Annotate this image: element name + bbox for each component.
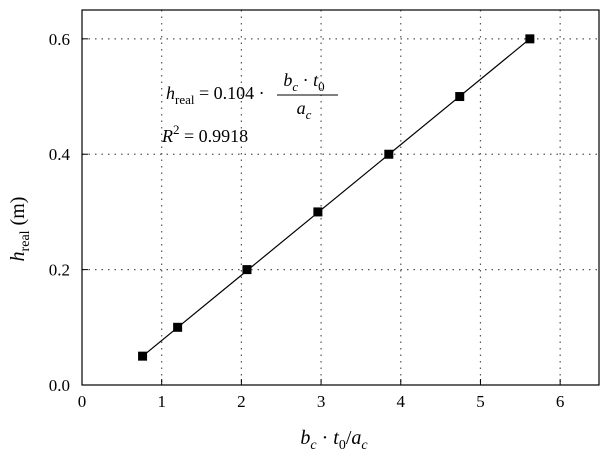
fit-line — [142, 38, 531, 357]
x-tick-label: 5 — [476, 392, 485, 411]
x-tick-label: 3 — [317, 392, 326, 411]
y-tick-label: 0.4 — [49, 145, 71, 164]
y-tick-label: 0.2 — [49, 261, 70, 280]
svg-text:hreal = 0.104 ·: hreal = 0.104 · — [166, 83, 265, 107]
grid-lines — [82, 10, 600, 385]
data-points — [138, 34, 535, 361]
y-tick-label: 0.0 — [49, 376, 70, 395]
data-point — [455, 92, 465, 102]
regression-equation: hreal = 0.104 · bc · t0 ac — [166, 70, 338, 122]
r-squared-annotation: R2 = 0.9918 — [161, 122, 248, 146]
y-axis-label: hreal (m) — [7, 197, 33, 262]
equation-numerator: bc · t0 — [283, 70, 324, 94]
fit-line-group — [142, 38, 531, 357]
data-point — [138, 351, 148, 361]
data-point — [242, 265, 252, 275]
data-point — [525, 34, 535, 44]
x-tick-label: 6 — [556, 392, 565, 411]
x-axis-label: bc · t0/ac — [300, 427, 368, 453]
y-tick-label: 0.6 — [49, 30, 70, 49]
axis-ticks: 0 1 2 3 4 5 6 0.0 0.2 0.4 0.6 — [49, 30, 565, 411]
equation-denominator: ac — [297, 98, 312, 122]
x-tick-label: 4 — [397, 392, 406, 411]
x-tick-label: 2 — [237, 392, 246, 411]
x-tick-label: 1 — [157, 392, 166, 411]
data-point — [384, 149, 394, 159]
x-tick-label: 0 — [78, 392, 87, 411]
data-point — [313, 207, 323, 217]
plot-frame — [81, 9, 600, 386]
data-point — [173, 322, 183, 332]
